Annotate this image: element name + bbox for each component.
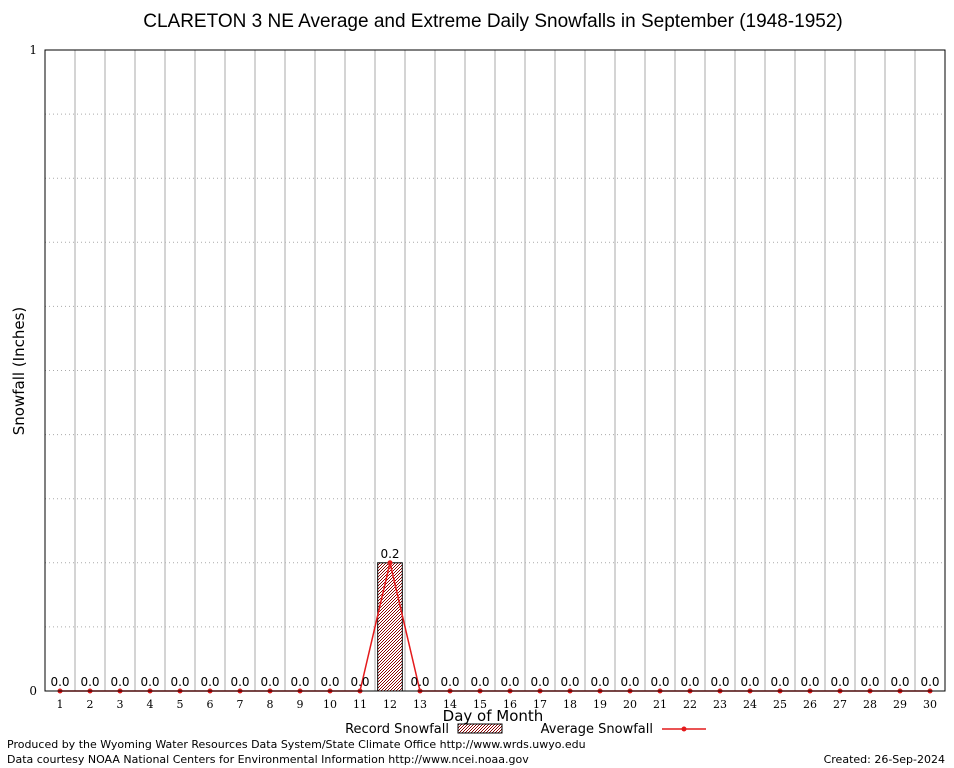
x-tick-label: 24 bbox=[743, 698, 757, 711]
record-value-label: 0.0 bbox=[800, 675, 819, 689]
x-tick-label: 26 bbox=[803, 698, 817, 711]
tick-labels: 1 2 3 4 5 6 7 8 9 10 11 12 13 14 15 16 17 18 19 20 21 22 23 24 2… bbox=[29, 43, 937, 711]
average-point bbox=[387, 560, 393, 566]
x-tick-label: 25 bbox=[773, 698, 787, 711]
record-value-label: 0.0 bbox=[440, 675, 459, 689]
x-tick-label: 19 bbox=[593, 698, 607, 711]
x-tick-label: 27 bbox=[833, 698, 847, 711]
y-tick-label: 0 bbox=[29, 684, 37, 698]
legend: Record Snowfall Average Snowfall bbox=[345, 722, 706, 737]
x-tick-label: 28 bbox=[863, 698, 877, 711]
record-value-label: 0.0 bbox=[500, 675, 519, 689]
x-tick-label: 14 bbox=[443, 698, 457, 711]
record-value-label: 0.0 bbox=[170, 675, 189, 689]
record-value-label: 0.0 bbox=[590, 675, 609, 689]
x-axis-label: Day of Month bbox=[443, 707, 544, 725]
x-tick-label: 15 bbox=[473, 698, 487, 711]
x-tick-label: 23 bbox=[713, 698, 727, 711]
record-value-label: 0.0 bbox=[680, 675, 699, 689]
record-bar bbox=[377, 562, 403, 692]
x-tick-label: 1 bbox=[57, 698, 64, 711]
record-bars bbox=[377, 562, 403, 692]
x-tick-label: 3 bbox=[117, 698, 124, 711]
legend-record-swatch bbox=[457, 723, 503, 734]
record-value-label: 0.0 bbox=[620, 675, 639, 689]
footer-courtesy: Data courtesy NOAA National Centers for … bbox=[7, 753, 529, 766]
x-tick-label: 17 bbox=[533, 698, 547, 711]
legend-average-label: Average Snowfall bbox=[541, 722, 653, 737]
record-value-label: 0.0 bbox=[290, 675, 309, 689]
record-value-label: 0.0 bbox=[740, 675, 759, 689]
record-value-label: 0.0 bbox=[260, 675, 279, 689]
record-value-label: 0.0 bbox=[410, 675, 429, 689]
record-value-label: 0.0 bbox=[710, 675, 729, 689]
record-value-label: 0.0 bbox=[890, 675, 909, 689]
footer-produced-by: Produced by the Wyoming Water Resources … bbox=[7, 738, 586, 751]
x-tick-label: 18 bbox=[563, 698, 577, 711]
x-tick-label: 8 bbox=[267, 698, 274, 711]
x-tick-label: 2 bbox=[87, 698, 94, 711]
plot-frame bbox=[44, 49, 946, 692]
x-tick-label: 5 bbox=[177, 698, 184, 711]
x-tick-label: 7 bbox=[237, 698, 244, 711]
record-value-label: 0.0 bbox=[830, 675, 849, 689]
legend-average-marker bbox=[681, 726, 687, 732]
x-tick-label: 22 bbox=[683, 698, 697, 711]
chart-title: CLARETON 3 NE Average and Extreme Daily … bbox=[143, 11, 842, 32]
record-value-label: 0.0 bbox=[80, 675, 99, 689]
record-value-label: 0.0 bbox=[530, 675, 549, 689]
y-axis-label: Snowfall (Inches) bbox=[10, 307, 28, 435]
record-value-label: 0.0 bbox=[770, 675, 789, 689]
x-tick-label: 13 bbox=[413, 698, 427, 711]
record-value-label: 0.0 bbox=[230, 675, 249, 689]
x-tick-label: 30 bbox=[923, 698, 937, 711]
record-value-label: 0.0 bbox=[650, 675, 669, 689]
x-tick-label: 11 bbox=[353, 698, 367, 711]
record-value-label: 0.0 bbox=[860, 675, 879, 689]
record-value-label: 0.0 bbox=[200, 675, 219, 689]
record-value-label: 0.0 bbox=[110, 675, 129, 689]
y-tick-label: 1 bbox=[29, 43, 37, 57]
x-tick-label: 29 bbox=[893, 698, 907, 711]
x-tick-label: 21 bbox=[653, 698, 667, 711]
x-tick-label: 16 bbox=[503, 698, 517, 711]
data-labels: 0.0 0.0 0.0 0.0 0.0 0.0 0.0 0.0 0.0 0.0 0.0 0.2 0.0 0… bbox=[50, 547, 939, 689]
record-value-label: 0.0 bbox=[920, 675, 939, 689]
record-value-label: 0.0 bbox=[140, 675, 159, 689]
grid bbox=[45, 50, 945, 691]
footer-created: Created: 26-Sep-2024 bbox=[824, 753, 945, 766]
record-value-label: 0.0 bbox=[50, 675, 69, 689]
x-tick-label: 6 bbox=[207, 698, 214, 711]
record-value-label: 0.2 bbox=[380, 547, 399, 561]
record-value-label: 0.0 bbox=[350, 675, 369, 689]
x-tick-label: 20 bbox=[623, 698, 637, 711]
x-tick-label: 9 bbox=[297, 698, 304, 711]
legend-record-label: Record Snowfall bbox=[345, 722, 449, 737]
x-tick-label: 4 bbox=[147, 698, 154, 711]
record-value-label: 0.0 bbox=[470, 675, 489, 689]
x-tick-label: 12 bbox=[383, 698, 397, 711]
x-tick-label: 10 bbox=[323, 698, 337, 711]
record-value-label: 0.0 bbox=[320, 675, 339, 689]
record-value-label: 0.0 bbox=[560, 675, 579, 689]
